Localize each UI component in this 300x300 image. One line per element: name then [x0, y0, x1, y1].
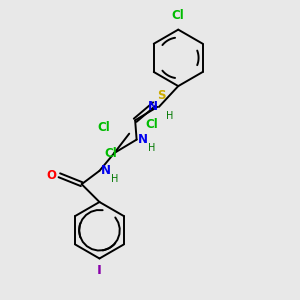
- Text: I: I: [97, 264, 102, 278]
- Text: S: S: [157, 88, 165, 102]
- Text: H: H: [166, 111, 174, 122]
- Text: N: N: [138, 133, 148, 146]
- Text: Cl: Cl: [172, 9, 184, 22]
- Text: Cl: Cl: [146, 118, 158, 131]
- Text: H: H: [148, 142, 155, 153]
- Text: Cl: Cl: [105, 147, 117, 160]
- Text: N: N: [147, 100, 158, 113]
- Text: H: H: [111, 174, 118, 184]
- Text: Cl: Cl: [97, 121, 110, 134]
- Text: O: O: [46, 169, 56, 182]
- Text: N: N: [101, 164, 111, 177]
